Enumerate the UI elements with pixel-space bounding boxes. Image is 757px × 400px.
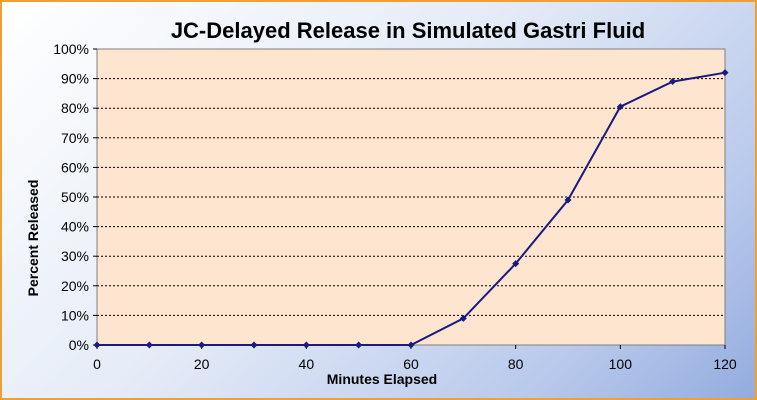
data-point-marker [355,341,363,349]
data-point-marker [564,196,572,204]
x-tick-label: 100 [609,356,633,372]
data-point-marker [145,341,153,349]
data-point-marker [669,78,677,86]
x-tick-label: 60 [403,356,419,372]
x-tick-label: 0 [93,356,101,372]
data-point-marker [250,341,258,349]
y-tick-label: 60% [61,159,89,175]
y-tick-label: 90% [61,71,89,87]
chart-title: JC-Delayed Release in Simulated Gastri F… [171,18,645,43]
x-tick-label: 120 [713,356,737,372]
y-axis-ticks: 0% 10% 20% 30% 40% 50% 60% 70% 80% 90% 100% [53,41,97,353]
y-tick-label: 40% [61,219,89,235]
data-point-marker [512,260,520,268]
x-axis-ticks: 0 20 40 60 80 100 120 [93,345,737,372]
gridlines [97,78,725,316]
y-tick-label: 10% [61,307,89,323]
y-axis-label: Percent Released [25,180,41,297]
y-tick-label: 70% [61,130,89,146]
data-point-marker [407,341,415,349]
data-point-marker [459,314,467,322]
x-tick-label: 40 [299,356,315,372]
x-tick-label: 20 [194,356,210,372]
y-tick-label: 50% [61,189,89,205]
data-point-marker [302,341,310,349]
y-tick-label: 20% [61,278,89,294]
series-markers [93,69,729,349]
x-axis-label: Minutes Elapsed [327,371,437,387]
data-point-marker [721,69,729,77]
data-point-marker [198,341,206,349]
y-tick-label: 0% [69,337,89,353]
data-point-marker [93,341,101,349]
y-tick-label: 30% [61,248,89,264]
y-tick-label: 80% [61,100,89,116]
y-tick-label: 100% [53,41,89,57]
data-point-marker [616,103,624,111]
x-tick-label: 80 [508,356,524,372]
